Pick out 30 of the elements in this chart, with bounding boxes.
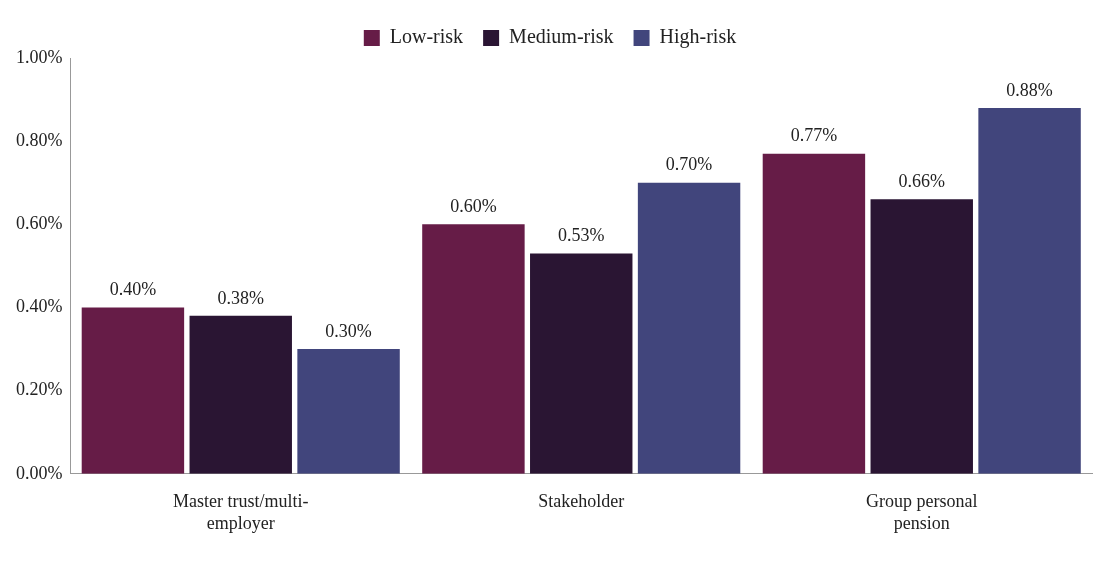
- x-tick-label: Stakeholder: [538, 491, 625, 512]
- data-label: 0.66%: [898, 171, 945, 192]
- bar: [637, 182, 741, 474]
- bar: [81, 307, 185, 474]
- data-label: 0.88%: [1006, 79, 1053, 100]
- y-tick-label: 0.40%: [15, 296, 63, 317]
- bar: [530, 253, 633, 474]
- bar: [189, 315, 292, 474]
- x-tick-label: Group personal pension: [866, 491, 978, 533]
- legend-label: Low-risk: [389, 25, 464, 48]
- legend-label: Medium-risk: [509, 25, 614, 48]
- bar: [297, 349, 400, 474]
- y-tick-label: 1.00%: [15, 46, 63, 67]
- y-tick-label: 0.20%: [15, 379, 63, 400]
- bar: [978, 107, 1081, 474]
- y-tick-label: 0.00%: [15, 462, 63, 483]
- data-label: 0.77%: [790, 125, 838, 146]
- data-label: 0.53%: [558, 225, 605, 246]
- y-tick-label: 0.80%: [15, 129, 63, 150]
- data-label: 0.30%: [325, 320, 372, 341]
- x-tick-label: Master trust/multi-employer: [173, 491, 309, 533]
- data-label: 0.70%: [665, 154, 713, 175]
- bar: [762, 153, 866, 474]
- data-label: 0.38%: [217, 287, 264, 308]
- bar: [870, 199, 973, 474]
- data-label: 0.60%: [450, 196, 497, 217]
- bar: [422, 224, 525, 474]
- y-tick-label: 0.60%: [15, 213, 63, 234]
- data-label: 0.40%: [109, 279, 157, 300]
- legend-label: High-risk: [659, 25, 737, 49]
